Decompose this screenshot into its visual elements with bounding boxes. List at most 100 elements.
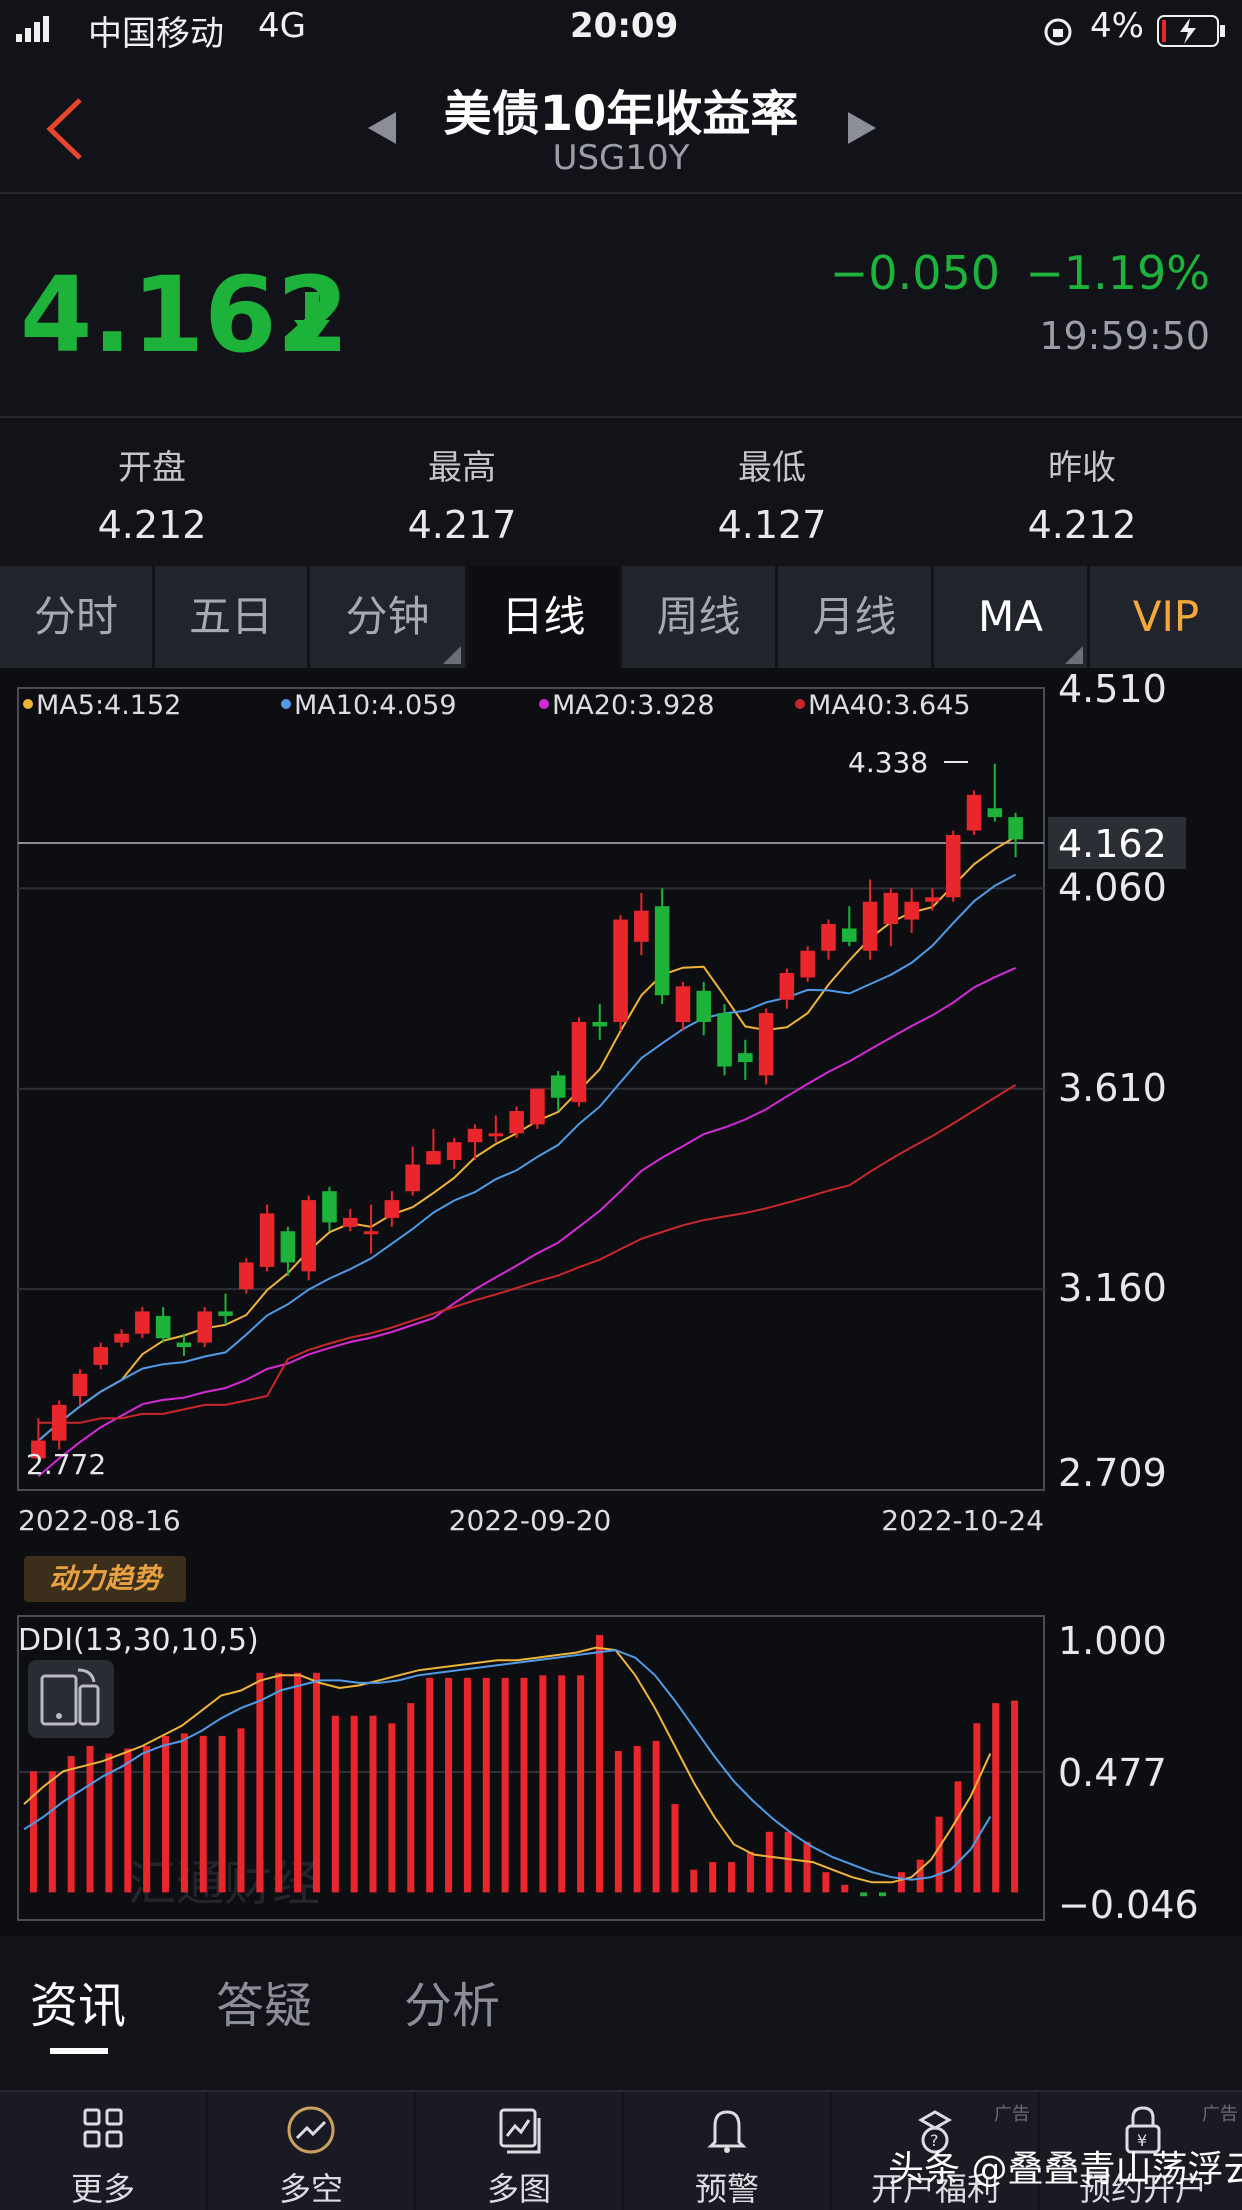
tab-minute[interactable]: 分钟 [310, 566, 468, 668]
alert-button[interactable]: 预警 [624, 2092, 832, 2210]
ddi-bar [765, 1831, 773, 1893]
candle-body [717, 1013, 732, 1067]
candle-body [31, 1440, 46, 1459]
high-label: 4.338 [848, 746, 928, 779]
legend-label: MA20:3.928 [552, 690, 715, 721]
candle-body [384, 1200, 400, 1218]
candlestick-chart[interactable]: 4.162 汇通财经 MA5:4.152MA10:4.059MA20:3.928… [0, 667, 1242, 1936]
tab-intraday[interactable]: 分时 [0, 566, 155, 668]
tab-analysis[interactable]: 分析 [404, 1978, 501, 2034]
candle-body [925, 897, 940, 902]
candle-body [155, 1315, 171, 1339]
header: 美债10年收益率 USG10Y [0, 62, 1242, 194]
ddi-bar [426, 1677, 434, 1893]
candle-body [363, 1231, 379, 1235]
stat-value: 4.127 [717, 503, 827, 547]
tab-daily[interactable]: 日线 [468, 566, 622, 668]
current-price-tag [1048, 816, 1186, 869]
question-icon: ? [917, 2110, 953, 2154]
trend-icon [287, 2106, 335, 2154]
tab-five-day[interactable]: 五日 [155, 566, 310, 668]
ddi-panel-frame [17, 1615, 1045, 1921]
candle-body [488, 1133, 504, 1137]
stat-label: 昨收 [1048, 448, 1116, 488]
next-instrument-icon[interactable] [846, 110, 878, 146]
candle-body [467, 1128, 483, 1143]
ddi-bar [992, 1703, 1000, 1893]
price-change: −0.050 [829, 246, 1000, 300]
candle-body [696, 990, 712, 1022]
ddi-bar [690, 1869, 698, 1893]
toolbar-label: 预约开户 [1078, 2170, 1207, 2208]
ddi-bar [67, 1756, 75, 1893]
ddi-line [23, 1646, 992, 1884]
ddi-bar [294, 1672, 302, 1893]
candle-body [904, 901, 919, 920]
book-account-button[interactable]: 广告 ¥ 预约开户 [1040, 2092, 1242, 2210]
tab-qa[interactable]: 答疑 [216, 1978, 313, 2034]
candle-body [592, 1021, 608, 1027]
ddi-title: DDI(13,30,10,5) [18, 1623, 259, 1658]
candle-body [72, 1373, 88, 1397]
candle-body [405, 1164, 420, 1192]
ddi-bar [803, 1841, 811, 1893]
legend-dot [281, 699, 291, 709]
candle-body [446, 1142, 462, 1161]
candle-body [966, 794, 982, 831]
ddi-bar [218, 1735, 226, 1893]
network-label: 4G [258, 6, 306, 46]
ma-line [37, 966, 1017, 1477]
stat-value: 4.212 [97, 503, 207, 547]
rotation-lock-icon [1044, 18, 1072, 46]
legend-dot [23, 699, 33, 709]
tab-monthly[interactable]: 月线 [778, 566, 934, 668]
legend-label: MA40:3.645 [808, 690, 971, 721]
bottom-toolbar: 更多 多空 多图 预警 广告 ? 开户福利 广告 ¥ 预约开户 [0, 2090, 1242, 2210]
ddi-bar [48, 1771, 56, 1893]
ddi-bar [1011, 1700, 1019, 1893]
ddi-bar [237, 1728, 245, 1893]
ddi-bar [577, 1675, 585, 1893]
candle-body [862, 901, 878, 951]
ddi-bar [331, 1715, 339, 1893]
legend-dot [539, 699, 549, 709]
page-title: 美债10年收益率 [443, 86, 799, 142]
candle-body [1008, 817, 1023, 840]
x-axis-label: 2022-08-16 [18, 1504, 181, 1537]
indicator-badge[interactable]: 动力趋势 [24, 1556, 186, 1602]
stat-value: 4.212 [1027, 503, 1137, 547]
last-price: 4.162 [20, 254, 349, 376]
ddi-bar [709, 1862, 717, 1893]
tab-ma[interactable]: MA [934, 566, 1090, 668]
ddi-bar [350, 1715, 358, 1893]
more-button[interactable]: 更多 [0, 2092, 208, 2210]
author-watermark: 头条 @叠叠青山荡浮云 [888, 2149, 1242, 2190]
long-short-button[interactable]: 多空 [208, 2092, 416, 2210]
ddi-bar [878, 1892, 886, 1897]
candle-body [426, 1151, 441, 1165]
candle-body [280, 1231, 296, 1263]
svg-text:¥: ¥ [1137, 2131, 1147, 2150]
ddi-bar [369, 1715, 377, 1893]
candle-body [738, 1053, 753, 1063]
candle-body [654, 906, 670, 996]
stat-label: 开盘 [118, 448, 186, 488]
prev-instrument-icon[interactable] [366, 110, 398, 146]
price-change-percent: −1.19% [1025, 246, 1210, 300]
lock-icon: ¥ [1125, 2106, 1161, 2154]
account-benefit-button[interactable]: 广告 ? 开户福利 [832, 2092, 1040, 2210]
ddi-line [23, 1649, 992, 1881]
ddi-bar [614, 1751, 622, 1893]
ddi-bar [860, 1892, 868, 1897]
back-icon[interactable] [40, 94, 90, 164]
multi-chart-button[interactable]: 多图 [416, 2092, 624, 2210]
tab-vip[interactable]: VIP [1132, 592, 1200, 641]
ddi-bar [841, 1884, 849, 1893]
tab-weekly[interactable]: 周线 [622, 566, 778, 668]
fullscreen-toggle[interactable] [28, 1660, 114, 1738]
chart-area[interactable]: 4.162 汇通财经 MA5:4.152MA10:4.059MA20:3.928… [0, 667, 1242, 1936]
tab-news[interactable]: 资讯 [30, 1978, 127, 2034]
ddi-bar [162, 1735, 170, 1893]
active-tab-indicator [50, 2048, 108, 2054]
y-tick-label: 3.160 [1058, 1266, 1167, 1310]
